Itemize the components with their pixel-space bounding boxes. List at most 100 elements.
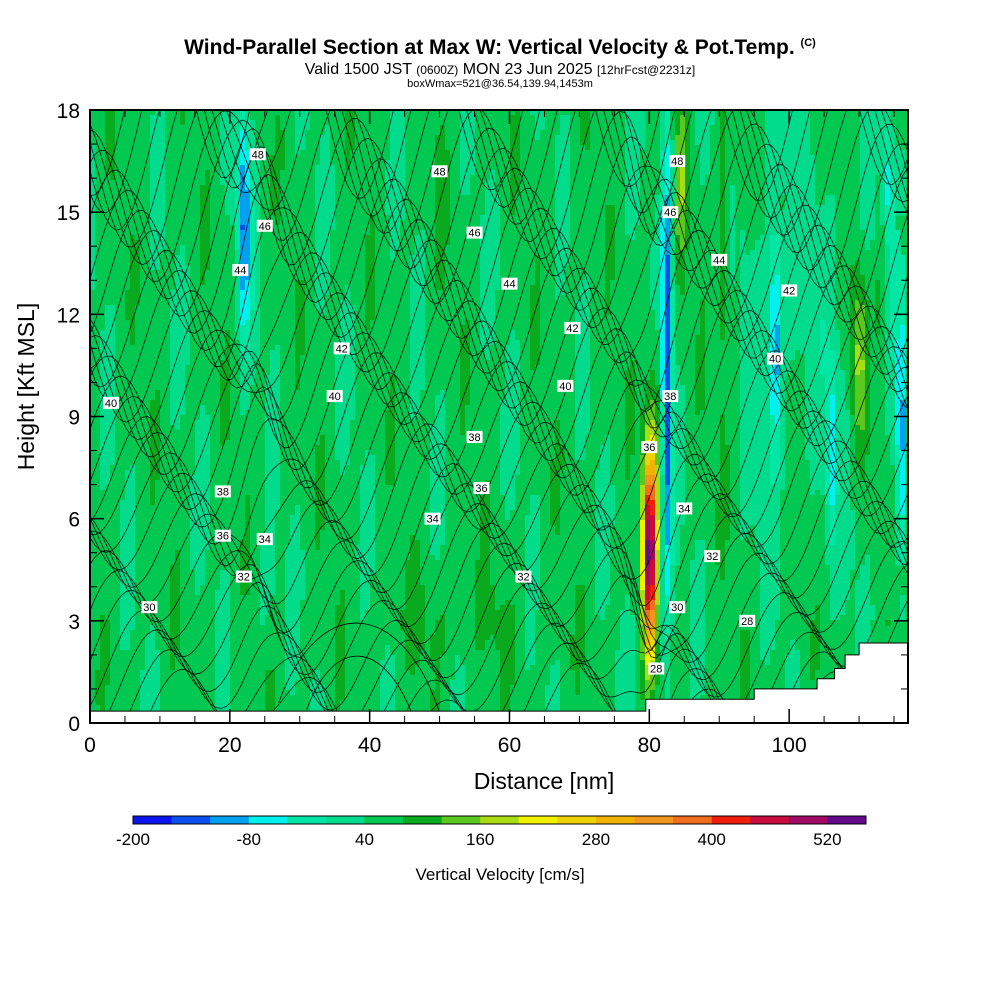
contour-label: 48 [669,155,686,168]
colorbar-swatch [673,816,713,824]
terrain-mask [89,642,909,724]
x-tick-label: 100 [772,734,807,757]
y-tick-label: 3 [68,611,80,634]
contour-label-text: 36 [643,442,655,454]
colorbar-swatch [364,816,404,824]
y-tick-label: 6 [68,509,80,532]
valid-time-line: Valid 1500 JST (0600Z) MON 23 Jun 2025 [… [0,61,1000,79]
contour-label-text: 46 [468,228,480,240]
colorbar: -200 -80 40 160 280 400 520 Vertical Velocity [… [116,815,867,884]
x-axis-title: Distance [nm] [474,768,615,794]
colorbar-tick-label: 160 [466,830,494,849]
contour-label-text: 30 [671,602,683,614]
contour-label-text: 36 [475,483,487,495]
contour-label-text: 40 [329,391,341,403]
forecast-info: [12hrFcst@2231z] [597,63,696,77]
colorbar-tick-label: -80 [236,830,261,849]
contour-label: 46 [466,226,483,240]
x-tick-label: 80 [638,734,661,757]
colorbar-swatch [750,816,790,824]
contour-label: 34 [424,512,441,526]
contour-label-text: 40 [559,381,571,393]
y-axis-title: Height [Kft MSL] [13,303,39,470]
colorbar-frame [132,815,867,825]
contour-label: 42 [781,284,798,297]
contour-label: 34 [256,533,273,546]
x-tick-label: 40 [358,734,381,757]
contour-label-text: 36 [217,531,229,543]
contour-label: 36 [473,482,490,495]
contour-label-text: 30 [143,602,155,614]
vertical-velocity-field [90,110,908,723]
colorbar-swatch [557,816,597,824]
contour-labels: 48 48 48 46 46 46 44 44 44 42 42 42 40 40 40 40 38 38 38 36… [102,148,798,676]
contour-label: 46 [662,206,679,219]
contour-label-text: 48 [671,156,683,168]
contour-label: 36 [641,441,658,454]
contour-label: 28 [648,662,665,676]
colorbar-tick-label: -200 [116,830,150,849]
contour-label: 48 [431,165,448,178]
colorbar-swatch [480,816,520,824]
contour-label: 44 [501,277,518,291]
contour-label-text: 46 [259,221,271,233]
contour-label-text: 40 [769,354,781,366]
contour-label: 46 [256,219,273,233]
boxwmax-line: boxWmax=521@36.54,139.94,1453m [407,78,593,90]
contour-label-text: 32 [238,572,250,584]
contour-label-text: 42 [566,323,578,335]
contour-label: 30 [141,601,158,614]
contour-label: 32 [235,570,252,584]
colorbar-swatch [325,816,365,824]
contour-label-text: 38 [468,432,480,444]
chart-title: Wind-Parallel Section at Max W: Vertical… [0,36,1000,60]
colorbar-title: Vertical Velocity [cm/s] [415,865,584,884]
colorbar-swatch [133,816,173,824]
contour-label: 32 [704,550,721,563]
contour-label-text: 38 [664,391,676,403]
y-tick-label: 12 [57,304,80,327]
contour-label: 44 [232,264,249,277]
contour-label-text: 44 [713,255,725,267]
contour-label: 28 [739,614,756,628]
y-tick-label: 15 [57,202,80,225]
colorbar-tick-label: 40 [355,830,374,849]
contour-label-text: 44 [503,279,515,291]
contour-label-text: 48 [252,149,264,161]
contour-label: 38 [466,430,483,444]
colorbar-swatch [403,816,443,824]
contour-label-text: 44 [234,265,246,277]
colorbar-swatch [171,816,211,824]
contour-label: 38 [214,485,231,498]
contour-label-text: 42 [783,285,795,297]
colorbar-swatch [210,816,250,824]
contour-label: 30 [669,601,686,614]
contour-label: 38 [662,390,679,403]
contour-label: 40 [102,396,119,410]
contour-label: 48 [249,148,266,161]
colorbar-tick-label: 280 [582,830,610,849]
colorbar-swatch [595,816,636,824]
contour-label-text: 32 [517,572,529,584]
chart-title-main: Wind-Parallel Section at Max W: Vertical… [184,36,795,59]
colorbar-swatch [788,816,828,824]
contour-label: 32 [515,570,532,584]
contour-label: 34 [676,502,693,515]
colorbar-swatch [634,816,674,824]
colorbar-swatch [711,816,751,824]
contour-label-text: 38 [217,486,229,498]
contour-label: 42 [333,342,350,355]
contour-label: 42 [564,321,581,335]
contour-label: 40 [557,379,574,393]
valid-time: Valid 1500 JST [304,61,412,78]
colorbar-tick-label: 400 [697,830,725,849]
valid-date: MON 23 Jun 2025 [462,61,593,78]
contour-label: 44 [711,253,728,267]
contour-label: 36 [214,529,231,543]
contour-label-text: 34 [259,534,271,546]
contour-label-text: 46 [664,207,676,219]
colorbar-swatch [518,816,558,824]
colorbar-swatch [827,816,867,824]
